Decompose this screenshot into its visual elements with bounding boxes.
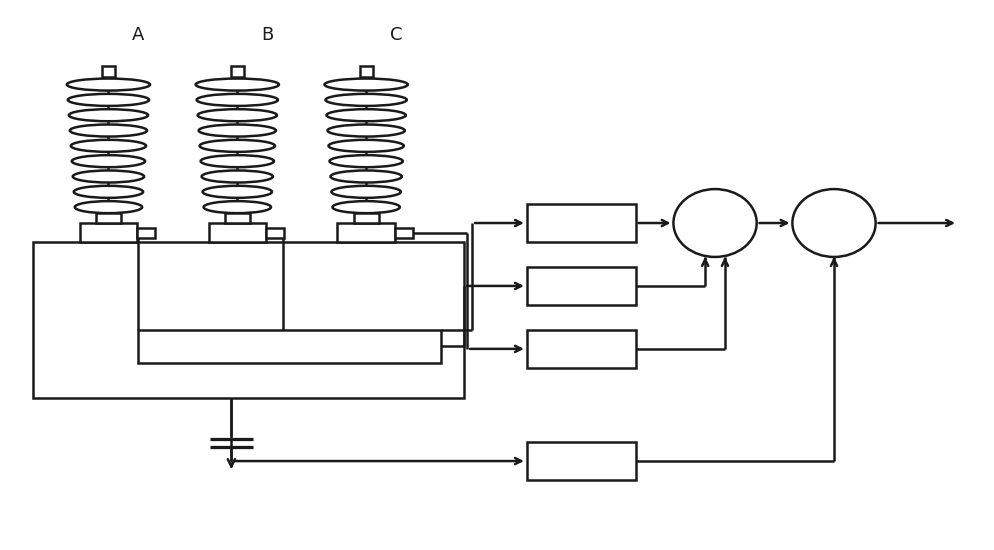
Ellipse shape — [69, 109, 148, 121]
Bar — [102, 66, 115, 77]
Text: C: C — [390, 26, 403, 45]
Ellipse shape — [325, 94, 407, 106]
Bar — [266, 228, 284, 238]
Ellipse shape — [326, 109, 406, 121]
Ellipse shape — [203, 186, 272, 198]
Ellipse shape — [328, 140, 404, 152]
Ellipse shape — [332, 201, 400, 213]
Ellipse shape — [67, 79, 150, 91]
Ellipse shape — [198, 109, 277, 121]
Bar — [231, 66, 244, 77]
Ellipse shape — [199, 124, 276, 136]
Ellipse shape — [792, 189, 876, 257]
Ellipse shape — [330, 170, 402, 183]
Ellipse shape — [329, 155, 403, 167]
Bar — [395, 228, 413, 238]
Bar — [337, 223, 395, 242]
Bar — [527, 267, 636, 305]
Ellipse shape — [73, 170, 144, 183]
Text: RCh-2: RCh-2 — [559, 278, 604, 294]
Bar — [354, 213, 379, 223]
Text: RCh-3: RCh-3 — [559, 342, 604, 356]
Ellipse shape — [74, 186, 143, 198]
Ellipse shape — [331, 186, 401, 198]
Ellipse shape — [327, 124, 405, 136]
Ellipse shape — [202, 170, 273, 183]
Bar — [527, 204, 636, 242]
Ellipse shape — [201, 155, 274, 167]
Ellipse shape — [71, 140, 146, 152]
Ellipse shape — [70, 124, 147, 136]
Ellipse shape — [196, 79, 279, 91]
Bar — [80, 223, 137, 242]
Ellipse shape — [72, 155, 145, 167]
Bar — [527, 329, 636, 368]
Bar — [138, 329, 440, 362]
Bar — [209, 223, 266, 242]
Bar — [96, 213, 121, 223]
Text: NCh-4: NCh-4 — [558, 454, 604, 469]
Ellipse shape — [75, 201, 142, 213]
Bar — [360, 66, 373, 77]
Bar — [137, 228, 155, 238]
Ellipse shape — [204, 201, 271, 213]
Bar — [527, 442, 636, 480]
Text: B: B — [260, 26, 273, 45]
Ellipse shape — [674, 189, 756, 257]
Bar — [225, 213, 249, 223]
Ellipse shape — [324, 79, 408, 91]
Text: SCh-1: SCh-1 — [559, 216, 603, 230]
Ellipse shape — [200, 140, 275, 152]
Ellipse shape — [197, 94, 278, 106]
Ellipse shape — [68, 94, 149, 106]
Text: A: A — [132, 26, 144, 45]
Bar — [33, 242, 464, 398]
